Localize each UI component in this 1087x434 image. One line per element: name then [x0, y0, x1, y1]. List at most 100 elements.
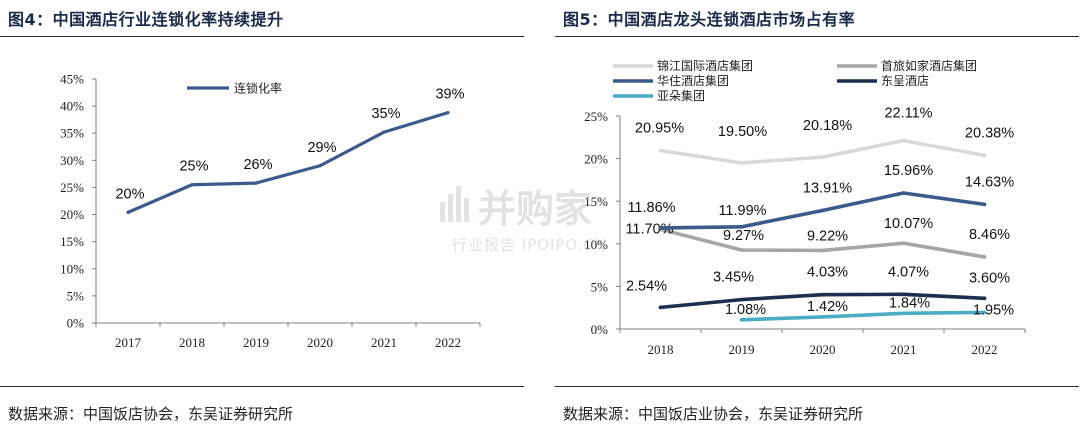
data-point: [190, 183, 194, 187]
legend-label: 连锁化率: [234, 81, 282, 96]
data-point: [254, 181, 258, 185]
y-tick-label: 10%: [584, 237, 608, 252]
data-label: 15.96%: [884, 163, 933, 179]
right-bottom-rule: [555, 386, 1079, 388]
y-tick-label: 20%: [584, 152, 608, 167]
data-label: 11.99%: [718, 203, 766, 219]
data-label: 29%: [307, 140, 336, 156]
left-chart-title: 图4：中国酒店行业连锁化率持续提升: [8, 10, 284, 29]
data-point: [658, 305, 663, 310]
y-tick-label: 0%: [591, 322, 609, 337]
data-label: 3.60%: [969, 270, 1010, 286]
data-label: 1.84%: [889, 295, 930, 311]
series-line-1: [658, 138, 987, 165]
x-tick-label: 2020: [810, 342, 836, 357]
legend-label: 华住酒店集团: [657, 73, 729, 88]
legend-label: 锦江国际酒店集团: [657, 58, 753, 73]
data-point: [820, 155, 825, 159]
data-label: 1.08%: [725, 302, 766, 318]
x-tick-label: 2017: [115, 335, 142, 350]
y-tick-label: 30%: [60, 153, 84, 168]
data-label: 20.95%: [635, 121, 684, 137]
right-chart-title: 图5：中国酒店龙头连锁酒店市场占有率: [563, 10, 856, 29]
y-tick-label: 20%: [60, 207, 84, 222]
data-point: [820, 292, 825, 297]
right-line-chart: 0% 5% 10% 15% 20% 25% 2018 2019 2020 2021 2022 20.9…: [584, 58, 1026, 357]
data-point: [982, 255, 987, 259]
y-tick-label: 5%: [591, 279, 609, 294]
data-label: 10.07%: [884, 216, 933, 232]
data-label: 11.70%: [625, 221, 673, 237]
data-point: [318, 164, 322, 168]
left-line-chart: 0% 5% 10% 15% 20% 25% 30% 35% 40% 45% 2017 2018 2019…: [60, 72, 481, 350]
data-label: 2.54%: [626, 278, 667, 294]
series-line-chain-rate: [127, 111, 449, 214]
data-label: 20.38%: [965, 125, 1014, 141]
right-chart-panel: 图5：中国酒店龙头连锁酒店市场占有率 0% 5% 10% 15% 20% 25% 2018 2…: [555, 0, 1087, 434]
y-tick-label: 10%: [60, 261, 84, 276]
x-tick-label: 2021: [371, 335, 397, 350]
data-point: [820, 315, 825, 319]
x-tick-label: 2022: [972, 342, 998, 357]
y-tick-label: 25%: [584, 109, 608, 124]
x-tick-label: 2021: [891, 342, 917, 357]
data-point: [739, 297, 744, 302]
data-label: 20.18%: [803, 118, 852, 134]
data-label: 20%: [115, 186, 144, 202]
data-label: 11.86%: [627, 200, 675, 216]
data-point: [901, 191, 906, 195]
data-point: [658, 148, 663, 153]
x-tick-label: 2020: [307, 335, 333, 350]
right-source-note: 数据来源：中国饭店业协会，东吴证券研究所: [563, 405, 864, 423]
x-tick-label: 2018: [179, 335, 205, 350]
data-label: 4.07%: [888, 264, 929, 280]
data-point: [982, 153, 987, 158]
left-chart-panel: 图4：中国酒店行业连锁化率持续提升 0% 5% 10% 15% 20% 25% 30% 35%…: [0, 0, 532, 434]
legend-label: 首旅如家酒店集团: [881, 58, 977, 73]
data-point: [739, 225, 744, 229]
data-point: [739, 317, 744, 322]
data-label: 39%: [435, 87, 464, 103]
x-tick-label: 2019: [243, 335, 269, 350]
y-tick-label: 15%: [60, 234, 84, 249]
data-point: [982, 202, 987, 207]
data-point: [126, 210, 130, 214]
data-label: 9.22%: [807, 228, 848, 244]
y-tick-label: 40%: [60, 99, 84, 114]
data-point: [739, 248, 744, 252]
data-point: [901, 241, 906, 246]
data-label: 19.50%: [718, 124, 767, 140]
y-tick-label: 0%: [67, 316, 85, 331]
data-point: [901, 311, 906, 316]
left-source-note: 数据来源：中国饭店协会，东吴证券研究所: [8, 405, 294, 423]
left-top-rule: [0, 36, 524, 38]
series-line-5: [739, 310, 987, 322]
data-label: 9.27%: [723, 228, 764, 244]
y-tick-label: 15%: [584, 194, 608, 209]
y-tick-label: 45%: [60, 72, 84, 87]
data-point: [982, 310, 987, 315]
x-tick-label: 2019: [729, 342, 755, 357]
data-label: 35%: [371, 106, 400, 122]
data-point: [446, 111, 450, 115]
data-label: 22.11%: [884, 106, 932, 122]
data-point: [382, 130, 386, 134]
legend-label: 东呈酒店: [881, 74, 929, 88]
data-label: 1.95%: [973, 302, 1014, 318]
data-point: [820, 208, 825, 213]
data-label: 8.46%: [969, 227, 1010, 243]
data-point: [739, 161, 744, 165]
data-point: [820, 248, 825, 253]
data-label: 26%: [243, 157, 272, 173]
data-label: 25%: [179, 159, 208, 175]
data-label: 14.63%: [965, 174, 1014, 190]
legend-label: 亚朵集团: [657, 88, 705, 103]
data-point: [901, 138, 906, 143]
x-tick-label: 2022: [435, 335, 461, 350]
data-point: [658, 226, 663, 230]
y-tick-label: 5%: [67, 288, 85, 303]
y-tick-label: 35%: [60, 126, 84, 141]
data-label: 1.42%: [807, 299, 848, 315]
data-label: 4.03%: [807, 265, 848, 281]
data-label: 3.45%: [713, 270, 754, 286]
